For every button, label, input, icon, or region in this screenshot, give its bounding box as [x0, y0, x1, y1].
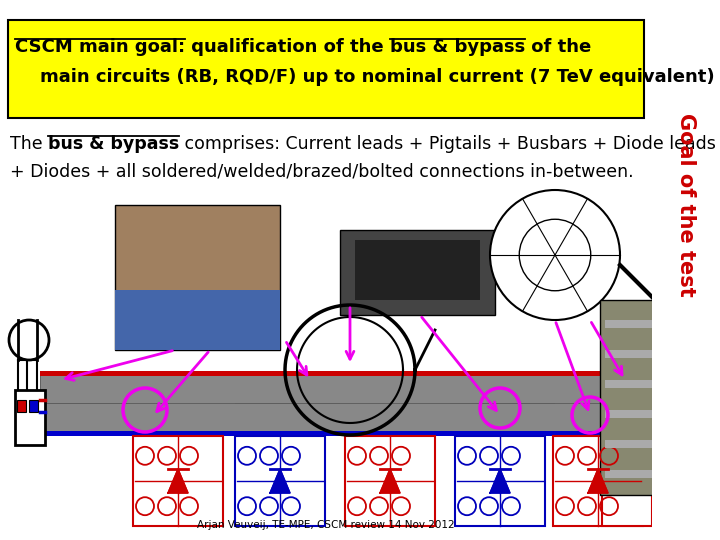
Bar: [450, 375, 555, 431]
Bar: [0, 190, 652, 530]
Circle shape: [519, 219, 590, 291]
Text: The: The: [10, 135, 48, 153]
Bar: [40, 403, 647, 431]
Bar: [40, 375, 130, 431]
Text: of the: of the: [526, 38, 592, 56]
Bar: [15, 390, 45, 445]
Bar: [40, 375, 647, 403]
Polygon shape: [380, 469, 400, 493]
Bar: [29, 400, 38, 412]
Bar: [605, 320, 695, 328]
Bar: [355, 240, 480, 300]
Bar: [605, 380, 695, 388]
Bar: [605, 440, 695, 448]
Polygon shape: [270, 469, 290, 493]
Text: Arjan Veuveij, TE-MPE, CSCM review 14 Nov 2012: Arjan Veuveij, TE-MPE, CSCM review 14 No…: [197, 520, 454, 530]
Bar: [602, 436, 652, 526]
Circle shape: [9, 320, 49, 360]
Bar: [605, 410, 695, 418]
Bar: [605, 350, 695, 358]
Bar: [40, 371, 647, 376]
Bar: [17, 400, 26, 412]
Bar: [455, 436, 545, 526]
Text: CSCM main goal:: CSCM main goal:: [15, 38, 185, 56]
Bar: [115, 290, 280, 350]
Polygon shape: [490, 469, 510, 493]
Bar: [8, 20, 644, 118]
Bar: [133, 436, 223, 526]
Bar: [340, 230, 495, 315]
Text: main circuits (RB, RQD/F) up to nominal current (7 TeV equivalent) at 20 K.: main circuits (RB, RQD/F) up to nominal …: [15, 68, 720, 86]
Polygon shape: [168, 469, 188, 493]
Text: comprises: Current leads + Pigtails + Busbars + Diode leads: comprises: Current leads + Pigtails + Bu…: [179, 135, 716, 153]
Bar: [115, 205, 280, 350]
Bar: [605, 470, 695, 478]
Bar: [600, 300, 700, 495]
Bar: [553, 436, 643, 526]
Bar: [40, 431, 647, 436]
Text: bus & bypass: bus & bypass: [390, 38, 526, 56]
Bar: [235, 436, 325, 526]
Circle shape: [490, 190, 620, 320]
Text: + Diodes + all soldered/welded/brazed/bolted connections in-between.: + Diodes + all soldered/welded/brazed/bo…: [10, 162, 634, 180]
Text: bus & bypass: bus & bypass: [48, 135, 179, 153]
Bar: [235, 375, 340, 431]
Bar: [345, 436, 435, 526]
Polygon shape: [588, 469, 608, 493]
Text: Goal of the test: Goal of the test: [676, 113, 696, 297]
Text: qualification of the: qualification of the: [185, 38, 390, 56]
